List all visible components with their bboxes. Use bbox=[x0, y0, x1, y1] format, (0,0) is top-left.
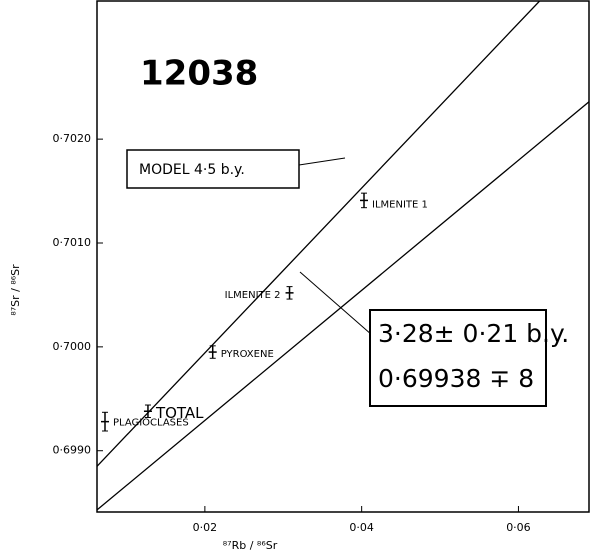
point-label: ILMENITE 1 bbox=[372, 199, 428, 210]
x-tick-label: 0·02 bbox=[193, 521, 218, 534]
reference-line bbox=[97, 1, 541, 467]
point-label: TOTAL bbox=[155, 404, 204, 422]
y-tick-label: 0·7000 bbox=[53, 340, 92, 353]
leader-line bbox=[299, 271, 373, 336]
x-tick-label: 0·06 bbox=[506, 521, 531, 534]
reference-line bbox=[97, 101, 589, 511]
x-axis-label: ⁸⁷Rb / ⁸⁶Sr bbox=[223, 539, 278, 552]
model-box bbox=[126, 149, 300, 189]
y-tick-label: 0·7010 bbox=[53, 236, 92, 249]
isochron-age: 3·28± 0·21 b.y. bbox=[378, 319, 569, 348]
y-axis-label: ⁸⁷Sr / ⁸⁶Sr bbox=[9, 264, 22, 316]
x-tick-label: 0·04 bbox=[349, 521, 374, 534]
model-label: MODEL 4·5 b.y. bbox=[139, 162, 245, 178]
isochron-intercept: 0·69938 ∓ 8 bbox=[378, 364, 534, 393]
y-tick-label: 0·6990 bbox=[53, 444, 92, 457]
point-label: PLAGIOCLASES bbox=[113, 418, 189, 429]
point-label: PYROXENE bbox=[221, 349, 274, 360]
leader-line bbox=[298, 157, 346, 166]
plot-frame bbox=[96, 0, 590, 513]
isochron-box bbox=[369, 309, 547, 407]
point-label: ILMENITE 2 bbox=[225, 290, 281, 301]
chart-title: 12038 bbox=[140, 54, 258, 94]
y-tick-label: 0·7020 bbox=[53, 132, 92, 145]
